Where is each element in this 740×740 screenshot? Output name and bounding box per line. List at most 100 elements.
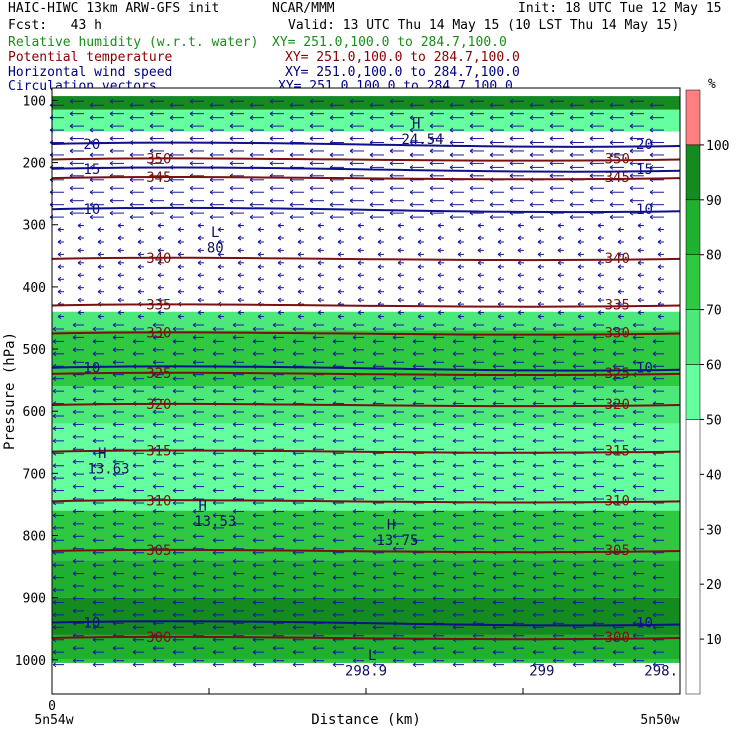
vector-head-1287 <box>372 612 377 618</box>
vector-head-1417 <box>492 662 497 668</box>
vector-head-219 <box>89 189 94 195</box>
vector-head-463 <box>637 272 642 278</box>
vector-head-1182 <box>132 575 137 581</box>
vector-head-684 <box>92 376 97 382</box>
vector-head-1245 <box>152 596 157 601</box>
vector-head-816 <box>252 426 257 431</box>
vector-head-951 <box>472 471 477 477</box>
vector-head-28 <box>609 102 614 108</box>
vector-head-644 <box>532 351 537 357</box>
vector-head-1204 <box>572 575 577 581</box>
theta-contour-310 <box>51 499 681 504</box>
vector-head-330 <box>457 227 462 232</box>
vector-head-138 <box>329 152 334 158</box>
vector-head-909 <box>252 463 257 469</box>
vector-head-1091 <box>172 537 177 543</box>
vector-head-671 <box>452 363 457 369</box>
vector-head-704 <box>492 376 497 382</box>
vector-head-795 <box>452 413 457 419</box>
vector-head-900 <box>72 459 77 465</box>
vector-head-619 <box>652 338 657 344</box>
wind-contour-4 <box>51 620 681 627</box>
vector-head-561 <box>112 322 117 328</box>
vector-head-1033 <box>252 513 257 518</box>
vector-head-209 <box>509 173 514 179</box>
vector-head-763 <box>432 397 437 402</box>
vector-head-1021 <box>632 496 637 502</box>
vector-head-409 <box>177 264 182 270</box>
annotation-7: 13.75 <box>376 533 418 549</box>
y-tick-label-600: 600 <box>23 405 46 420</box>
vector-head-509 <box>317 297 322 303</box>
vector-head-142 <box>409 152 414 158</box>
vector-head-381 <box>237 247 242 253</box>
vector-head-686 <box>132 376 137 382</box>
vector-head-1040 <box>392 509 397 514</box>
vector-head-290 <box>269 210 274 216</box>
vector-head-507 <box>277 297 282 303</box>
vector-head-480 <box>357 285 362 291</box>
vector-head-1295 <box>532 612 537 618</box>
vector-head-710 <box>612 376 617 382</box>
vector-head-1262 <box>492 600 497 605</box>
theta-label-330-a: 330 <box>146 326 171 342</box>
vector-head-1154 <box>192 558 197 564</box>
vector-head-1248 <box>212 600 217 605</box>
vector-head-1274 <box>112 608 117 614</box>
vector-head-235 <box>409 189 414 195</box>
vector-head-639 <box>432 347 437 353</box>
vector-head-973 <box>292 488 297 494</box>
vector-head-767 <box>512 397 517 402</box>
vector-head-637 <box>392 347 397 353</box>
vector-head-1264 <box>532 600 537 605</box>
vector-head-34 <box>109 111 114 117</box>
vector-head-676 <box>552 359 557 365</box>
vector-head-411 <box>217 264 222 270</box>
vector-head-446 <box>297 276 302 282</box>
vector-head-478 <box>317 285 322 291</box>
vector-head-1094 <box>232 533 237 539</box>
vector-head-740 <box>592 384 597 390</box>
vector-head-629 <box>232 347 237 353</box>
vector-head-417 <box>337 264 342 270</box>
vector-head-183 <box>609 164 614 170</box>
vector-head-334 <box>537 227 542 232</box>
vector-head-537 <box>257 314 262 319</box>
vector-head-1177 <box>652 562 657 568</box>
wind-label-1-a: 15 <box>83 162 100 178</box>
vector-head-147 <box>509 148 514 154</box>
vector-head-389 <box>397 247 402 253</box>
annotation-5: 13.53 <box>194 514 236 530</box>
vector-head-1114 <box>632 533 637 539</box>
vector-head-631 <box>272 347 277 353</box>
vector-head-577 <box>432 322 437 328</box>
vector-head-429 <box>577 264 582 270</box>
vector-head-78 <box>369 127 374 133</box>
vector-head-958 <box>612 475 617 481</box>
vector-head-355 <box>337 239 342 245</box>
vector-head-1352 <box>432 633 437 639</box>
vector-head-906 <box>192 459 197 465</box>
colorbar-tick-label-70: 70 <box>706 304 722 319</box>
vector-head-584 <box>572 326 577 332</box>
vector-head-511 <box>357 297 362 303</box>
vector-head-136 <box>289 152 294 158</box>
vector-head-413 <box>257 264 262 270</box>
vector-head-1218 <box>232 583 237 589</box>
vector-head-361 <box>457 239 462 245</box>
vector-head-593 <box>132 338 137 344</box>
annotation-4: H <box>199 499 207 515</box>
vector-head-652 <box>72 359 77 365</box>
vector-head-1169 <box>492 562 497 568</box>
vector-head-451 <box>397 272 402 278</box>
annotation-13: 298. <box>644 663 678 679</box>
vector-head-1220 <box>272 583 277 589</box>
vector-head-859 <box>492 438 497 444</box>
vector-head-573 <box>352 322 357 328</box>
vector-head-913 <box>332 463 337 469</box>
vector-head-84 <box>489 127 494 133</box>
vector-head-823 <box>392 422 397 427</box>
vector-head-68 <box>169 127 174 133</box>
vector-head-1409 <box>332 662 337 668</box>
